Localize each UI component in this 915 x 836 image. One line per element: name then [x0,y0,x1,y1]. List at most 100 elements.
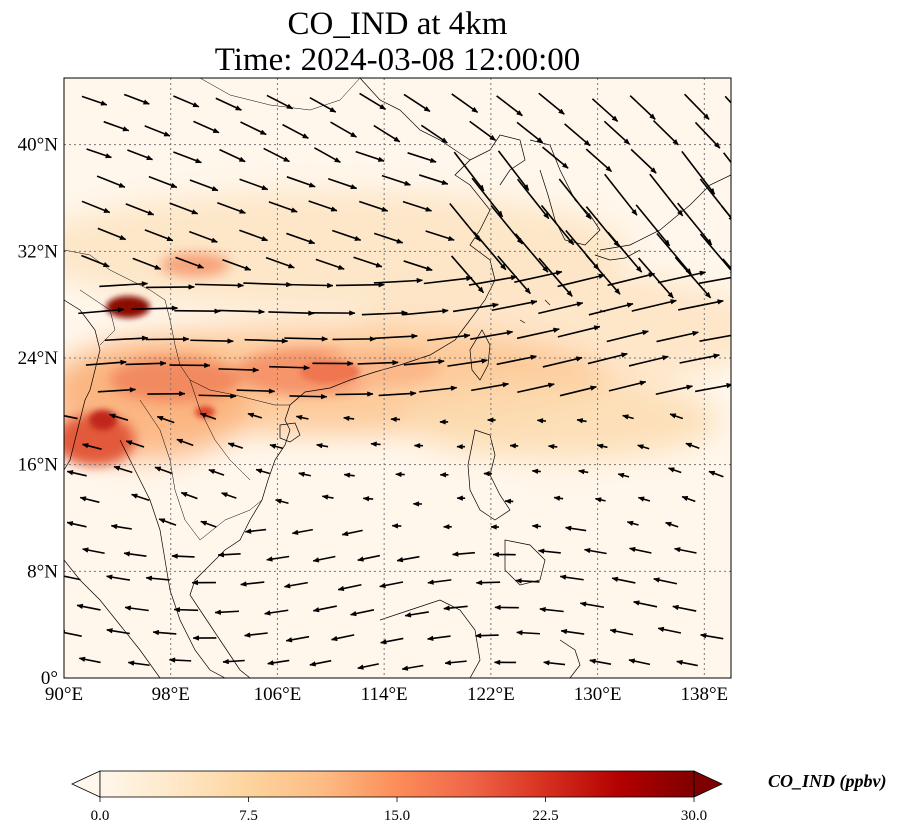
coastline-bay-bengal [64,299,101,471]
coastline-bohai [469,134,526,186]
wind-arrow-head [119,234,127,240]
gridlines [64,78,731,678]
wind-arrow-head [506,330,514,336]
wind-arrow-head [129,387,137,393]
wind-arrow-head [537,548,545,554]
wind-arrow-shaft [606,330,649,343]
wind-arrow-head [441,179,449,185]
wind-arrow-head [308,238,316,245]
wind-arrow-head [558,108,565,115]
wind-arrow-head [337,264,345,270]
wind-arrow-head [590,385,597,391]
wind-arrow-head [379,582,386,589]
wind-arrow-shaft [557,325,601,338]
wind-arrow-head [269,443,277,449]
wind-arrow-head [649,113,656,120]
wind-arrow-shaft [679,354,720,364]
wind-arrow-head [118,182,126,188]
wind-arrow-head [130,493,138,499]
wind-arrow-head [626,302,634,308]
wind-arrow-shaft [607,231,643,273]
wind-arrow-head [401,665,409,671]
wind-arrow-shaft [104,337,148,342]
wind-arrow-shaft [497,255,531,295]
wind-arrow-shaft [357,361,399,365]
lon-tick-label: 114°E [361,684,408,705]
wind-arrow-shaft [236,389,275,393]
wind-arrow-head [124,605,132,611]
plume-yunnan [110,358,240,402]
wind-arrow-head [717,299,724,305]
wind-arrow-head [152,629,160,636]
wind-arrow-head [170,182,178,188]
wind-arrow-head [330,635,338,642]
wind-arrow-shaft [491,300,538,312]
wind-arrow-shaft [699,233,731,272]
wind-arrow-shaft [607,272,655,287]
wind-arrow-head [343,472,351,478]
wind-arrow-head [342,415,350,422]
hotspot-guangdong [300,360,360,384]
wind-arrow-head [349,310,356,316]
wind-arrow-shaft [631,299,677,312]
wind-arrow-head [439,472,447,478]
wind-arrow-shaft [657,271,706,284]
wind-arrow-shaft [604,173,638,216]
wind-arrow-head [567,238,575,246]
wind-arrow-head [357,556,364,562]
wind-arrow-head [81,443,89,449]
wind-arrow-head [395,471,402,478]
lon-tick-label: 98°E [152,684,190,705]
wind-arrow-head [566,290,573,297]
wind-arrow-head [443,605,450,611]
wind-arrow-head [559,574,567,580]
wind-arrow-head [642,330,649,336]
wind-arrow-head [669,413,677,419]
wind-arrow-head [583,547,591,554]
wind-arrow-head [200,520,208,526]
wind-arrow-head [211,185,219,191]
wind-arrow-head [672,604,679,611]
hotspot-north-vietnam [195,406,215,418]
plume-hotspots [89,296,360,430]
wind-arrow-head [259,129,267,135]
wind-arrow-head [147,210,155,216]
wind-arrow-head [312,557,320,563]
wind-arrow-head [315,443,323,449]
wind-arrow-shaft [558,178,592,220]
wind-arrow-shaft [516,178,550,220]
wind-arrow-shaft [419,386,457,393]
colorbar-tick-label: 7.5 [239,808,258,824]
wind-arrow-shaft [683,93,710,121]
wind-arrow-head [676,209,684,217]
wind-arrow-shaft [284,283,333,287]
wind-arrow-shaft [722,258,731,270]
wind-arrow-head [589,658,596,665]
wind-arrow-head [285,637,293,643]
wind-arrow-head [105,574,113,580]
wind-arrow-head [357,664,364,670]
wind-arrow-head [295,414,303,421]
wind-arrow-head [158,518,166,524]
wind-arrow-head [426,635,434,642]
wind-arrow-shaft [538,257,573,297]
coastlines [64,78,731,678]
wind-arrow-head [653,577,660,583]
wind-arrow-head [547,382,555,388]
wind-arrow-head [327,282,334,289]
wind-arrow-head [214,609,221,615]
wind-arrow-shaft [452,303,499,313]
lat-tick-label: 32°N [18,241,59,262]
wind-arrow-shaft [335,283,385,287]
wind-arrow-head [650,167,657,174]
wind-arrow-head [123,551,131,557]
lat-tick-label: 0° [41,668,58,689]
wind-arrow-head [425,265,433,271]
lat-tick-label: 24°N [18,348,59,369]
lat-tick-label: 8°N [27,561,58,582]
wind-arrow-head [160,360,167,367]
wind-arrow-shaft [559,386,597,397]
wind-arrow-head [577,469,585,475]
wind-arrow-head [195,158,203,164]
colorbar-tick-label: 22.5 [532,808,558,824]
